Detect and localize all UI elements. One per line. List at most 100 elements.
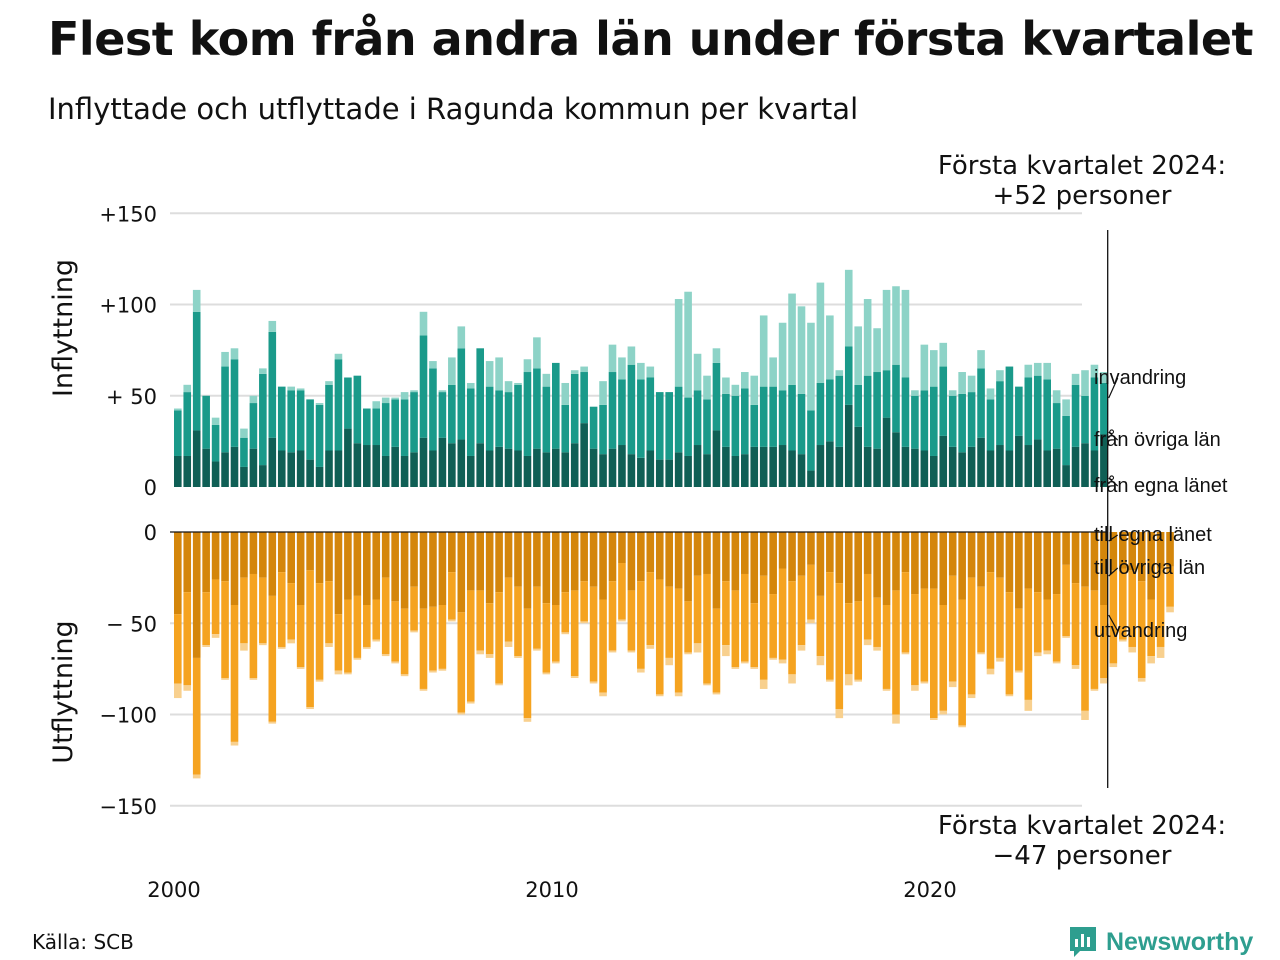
outflow-bar-segment bbox=[778, 532, 787, 569]
inflow-bar-segment bbox=[533, 448, 541, 487]
inflow-bar-segment bbox=[372, 408, 381, 446]
inflow-bar-segment bbox=[948, 446, 957, 487]
outflow-bar-segment bbox=[183, 532, 192, 593]
inflow-bar-segment bbox=[788, 293, 796, 385]
outflow-bar-segment bbox=[655, 694, 664, 697]
outflow-bar-segment bbox=[561, 632, 570, 635]
outflow-bar-segment bbox=[306, 570, 314, 708]
inflow-bar-segment bbox=[1100, 382, 1108, 435]
outflow-bar-segment bbox=[476, 590, 484, 651]
inflow-bar-segment bbox=[967, 375, 976, 393]
outflow-bar-segment bbox=[769, 657, 777, 660]
y-tick-label: +150 bbox=[99, 202, 157, 226]
outflow-bar-segment bbox=[1119, 639, 1127, 642]
outflow-bar-segment bbox=[1100, 678, 1108, 684]
outflow-bar-segment bbox=[315, 532, 324, 584]
inflow-bar-segment bbox=[722, 446, 730, 487]
inflow-bar-segment bbox=[703, 399, 711, 455]
outflow-bar-segment bbox=[1052, 532, 1061, 595]
inflow-bar-segment bbox=[485, 450, 494, 487]
inflow-bar-segment bbox=[901, 377, 910, 447]
inflow-bar-segment bbox=[1100, 372, 1108, 383]
outflow-bar-segment bbox=[410, 586, 418, 631]
inflow-bar-segment bbox=[1033, 362, 1042, 376]
outflow-bar-segment bbox=[296, 667, 305, 669]
outflow-bar-segment bbox=[552, 605, 560, 662]
outflow-bar-segment bbox=[457, 712, 466, 715]
outflow-bar-segment bbox=[542, 532, 551, 604]
inflow-bar-segment bbox=[202, 448, 210, 487]
y-tick-label: +100 bbox=[99, 294, 157, 318]
inflow-bar-segment bbox=[514, 382, 522, 385]
inflow-bar-segment bbox=[920, 390, 929, 451]
inflow-bar-segment bbox=[315, 466, 324, 487]
inflow-bar-segment bbox=[1071, 373, 1080, 385]
inflow-bar-segment bbox=[438, 437, 447, 487]
outflow-bar-segment bbox=[807, 619, 815, 624]
inflow-bar-segment bbox=[655, 392, 664, 460]
inflow-bar-segment bbox=[192, 430, 201, 487]
outflow-bar-segment bbox=[655, 579, 664, 695]
inflow-bars bbox=[174, 269, 1108, 488]
outflow-bar-segment bbox=[589, 532, 598, 587]
outflow-bar-segment bbox=[438, 605, 447, 669]
inflow-bar-segment bbox=[1005, 450, 1014, 487]
inflow-bar-segment bbox=[448, 384, 456, 444]
outflow-bar-segment bbox=[911, 685, 919, 691]
outflow-bar-segment bbox=[1090, 532, 1099, 591]
inflow-bar-segment bbox=[731, 395, 740, 456]
inflow-bar-segment bbox=[495, 390, 503, 447]
inflow-bar-segment bbox=[844, 346, 853, 405]
inflow-bar-segment bbox=[967, 446, 976, 487]
inflow-bar-segment bbox=[646, 377, 655, 451]
outflow-bar-segment bbox=[712, 532, 721, 609]
inflow-bar-segment bbox=[552, 448, 560, 487]
outflow-bar-segment bbox=[1024, 588, 1033, 700]
inflow-bar-segment bbox=[807, 322, 815, 411]
inflow-bar-segment bbox=[646, 450, 655, 487]
outflow-bar-segment bbox=[287, 639, 295, 644]
inflow-bar-segment bbox=[589, 448, 598, 487]
inflow-bar-segment bbox=[448, 357, 456, 385]
outflow-bar-segment bbox=[722, 532, 730, 582]
outflow-bar-segment bbox=[542, 603, 551, 673]
outflow-bar-segment bbox=[1109, 532, 1118, 571]
inflow-bar-segment bbox=[986, 388, 995, 400]
outflow-bar-segment bbox=[882, 532, 891, 605]
inflow-bar-segment bbox=[996, 381, 1004, 446]
outflow-bar-segment bbox=[977, 532, 985, 587]
inflow-bar-segment bbox=[1005, 366, 1014, 451]
inflow-bar-segment bbox=[930, 455, 938, 487]
inflow-bar-segment bbox=[797, 393, 806, 455]
outflow-bar-segment bbox=[693, 643, 702, 653]
inflow-bar-segment bbox=[646, 366, 655, 378]
inflow-bar-segment bbox=[1043, 362, 1051, 380]
inflow-bar-segment bbox=[580, 366, 588, 373]
outflow-bar-segment bbox=[429, 532, 437, 607]
inflow-bar-segment bbox=[429, 450, 437, 487]
inflow-bar-segment bbox=[863, 299, 872, 376]
inflow-bar-segment bbox=[627, 364, 636, 455]
inflow-bar-segment bbox=[353, 375, 362, 444]
outflow-bar-segment bbox=[363, 646, 371, 649]
outflow-bar-segment bbox=[863, 639, 872, 646]
outflow-bar-segment bbox=[287, 532, 295, 584]
inflow-bar-segment bbox=[334, 353, 343, 360]
outflow-bar-segment bbox=[816, 656, 825, 666]
outflow-bar-segment bbox=[334, 532, 343, 615]
outflow-bar-segment bbox=[750, 667, 759, 669]
y-tick-label: + 50 bbox=[106, 385, 157, 409]
outflow-bar-segment bbox=[778, 659, 787, 664]
outflow-bar-segment bbox=[277, 572, 286, 647]
inflow-bar-segment bbox=[372, 445, 381, 487]
inflow-bar-segment bbox=[599, 404, 607, 455]
inflow-bar-segment bbox=[1081, 370, 1089, 396]
inflow-bar-segment bbox=[533, 337, 541, 369]
outflow-bar-segment bbox=[741, 573, 749, 662]
outflow-bar-segment bbox=[788, 581, 796, 675]
inflow-bar-segment bbox=[1100, 434, 1108, 487]
outflow-bar-segment bbox=[1166, 532, 1174, 567]
outflow-bar-segment bbox=[646, 645, 655, 649]
outflow-bar-segment bbox=[552, 661, 560, 664]
y-tick-label: − 50 bbox=[106, 612, 157, 636]
